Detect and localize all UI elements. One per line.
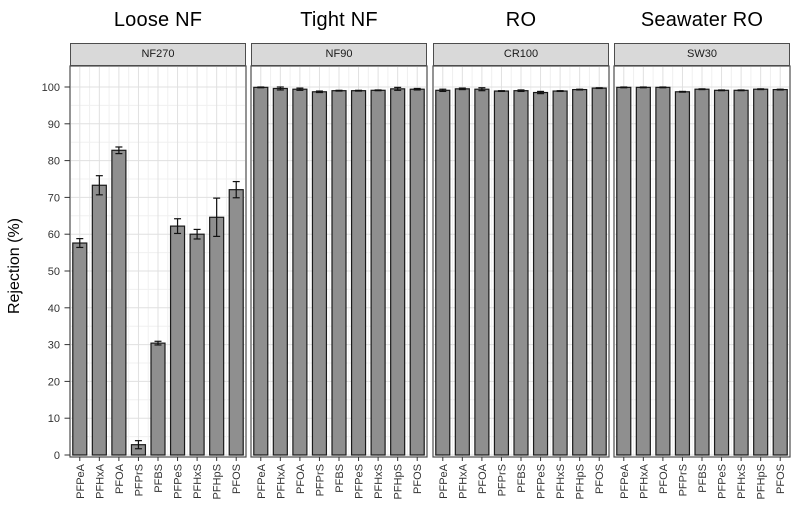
bar-NF90-PFHxS (370, 89, 386, 456)
bar-CR100-PFBS (513, 90, 529, 456)
x-tick-label: PFPeA (619, 463, 631, 499)
bar-NF270-PFOA (111, 149, 127, 456)
x-tick-label: PFPrS (133, 464, 145, 496)
facet-title-loose-nf: Loose NF (113, 9, 203, 31)
bar-NF270-PFPeS (169, 225, 186, 456)
bar-CR100-PFOS (591, 87, 607, 456)
x-tick-label: PFPeS (173, 464, 185, 499)
x-tick-label: PFPeS (717, 464, 729, 499)
bar-NF90-PFPeS (350, 90, 367, 456)
bar-NF270-PFHpS (209, 216, 225, 456)
y-tick-label: 60 (48, 229, 60, 241)
x-tick-label: PFHpS (575, 464, 587, 499)
bar-SW30-PFHpS (753, 88, 769, 456)
x-tick-label: PFPeA (75, 463, 87, 499)
bar-NF270-PFOS (228, 189, 244, 456)
x-tick-label: PFPrS (496, 464, 508, 496)
y-tick-label: 70 (48, 192, 60, 204)
x-tick-label: PFHxS (192, 464, 204, 499)
bar-SW30-PFOS (772, 88, 788, 456)
bar-SW30-PFHxA (635, 86, 651, 456)
facet-title-seawater-ro: Seawater RO (640, 9, 764, 31)
facet-strip-nf270: NF270 (70, 43, 246, 66)
bar-CR100-PFHpS (572, 88, 588, 456)
bar-NF90-PFPeA (253, 86, 269, 456)
x-tick-label: PFBS (516, 464, 528, 493)
bar-NF270-PFHxS (189, 233, 205, 456)
bar-CR100-PFOA (474, 88, 490, 456)
x-tick-label: PFPrS (677, 464, 689, 496)
facet-strip-cr100: CR100 (433, 43, 609, 66)
x-tick-label: PFHpS (756, 464, 768, 499)
y-tick-label: 50 (48, 266, 60, 278)
bar-CR100-PFHxA (454, 88, 470, 456)
y-tick-label: 0 (54, 450, 60, 462)
y-tick-label: 40 (48, 303, 60, 315)
bar-CR100-PFPrS (493, 90, 510, 456)
x-tick-label: PFHpS (393, 464, 405, 499)
x-tick-label: PFBS (153, 464, 165, 493)
x-tick-label: PFOA (477, 463, 489, 494)
x-tick-label: PFHxS (555, 464, 567, 499)
x-tick-label: PFOA (658, 463, 670, 494)
y-tick-label: 90 (48, 119, 60, 131)
bar-NF270-PFPeA (72, 242, 88, 456)
bar-CR100-PFPeA (435, 89, 451, 456)
x-tick-label: PFPeA (256, 463, 268, 499)
y-tick-label: 10 (48, 413, 60, 425)
bar-SW30-PFBS (694, 88, 710, 456)
y-tick-label: 80 (48, 156, 60, 168)
bar-NF270-PFHxA (91, 184, 107, 456)
x-tick-label: PFOS (775, 464, 787, 494)
x-tick-label: PFPrS (314, 464, 326, 496)
x-tick-label: PFBS (334, 464, 346, 493)
x-tick-label: PFHxS (373, 464, 385, 499)
facet-title-ro: RO (505, 9, 537, 31)
x-tick-label: PFHxS (736, 464, 748, 499)
y-tick-label: 20 (48, 376, 60, 388)
bar-SW30-PFPeS (713, 89, 730, 456)
x-tick-label: PFOA (114, 463, 126, 494)
x-tick-label: PFPeA (438, 463, 450, 499)
bar-CR100-PFHxS (552, 90, 568, 456)
x-tick-label: PFOS (231, 464, 243, 494)
x-tick-label: PFOS (412, 464, 424, 494)
bar-NF90-PFPrS (311, 91, 328, 456)
bar-NF90-PFHpS (390, 88, 406, 456)
facet-title-tight-nf: Tight NF (300, 9, 378, 31)
x-tick-label: PFHxA (638, 463, 650, 499)
y-tick-label: 100 (42, 82, 60, 94)
bar-NF90-PFHxA (272, 87, 288, 456)
bar-NF270-PFBS (150, 342, 166, 456)
bar-NF90-PFOS (409, 88, 425, 456)
bar-SW30-PFPrS (674, 91, 691, 456)
x-tick-label: PFPeS (354, 464, 366, 499)
x-tick-label: PFHpS (212, 464, 224, 499)
bar-NF90-PFOA (292, 88, 308, 456)
x-tick-label: PFHxA (457, 463, 469, 499)
x-tick-label: PFOA (295, 463, 307, 494)
x-tick-label: PFBS (697, 464, 709, 493)
bar-CR100-PFPeS (532, 91, 549, 456)
bar-SW30-PFHxS (733, 89, 749, 456)
x-tick-label: PFHxA (94, 463, 106, 499)
y-tick-label: 30 (48, 340, 60, 352)
x-tick-label: PFHxA (275, 463, 287, 499)
bar-SW30-PFPeA (616, 86, 632, 456)
x-tick-label: PFOS (594, 464, 606, 494)
bar-SW30-PFOA (655, 86, 671, 456)
bar-NF90-PFBS (331, 90, 347, 456)
x-tick-label: PFPeS (536, 464, 548, 499)
